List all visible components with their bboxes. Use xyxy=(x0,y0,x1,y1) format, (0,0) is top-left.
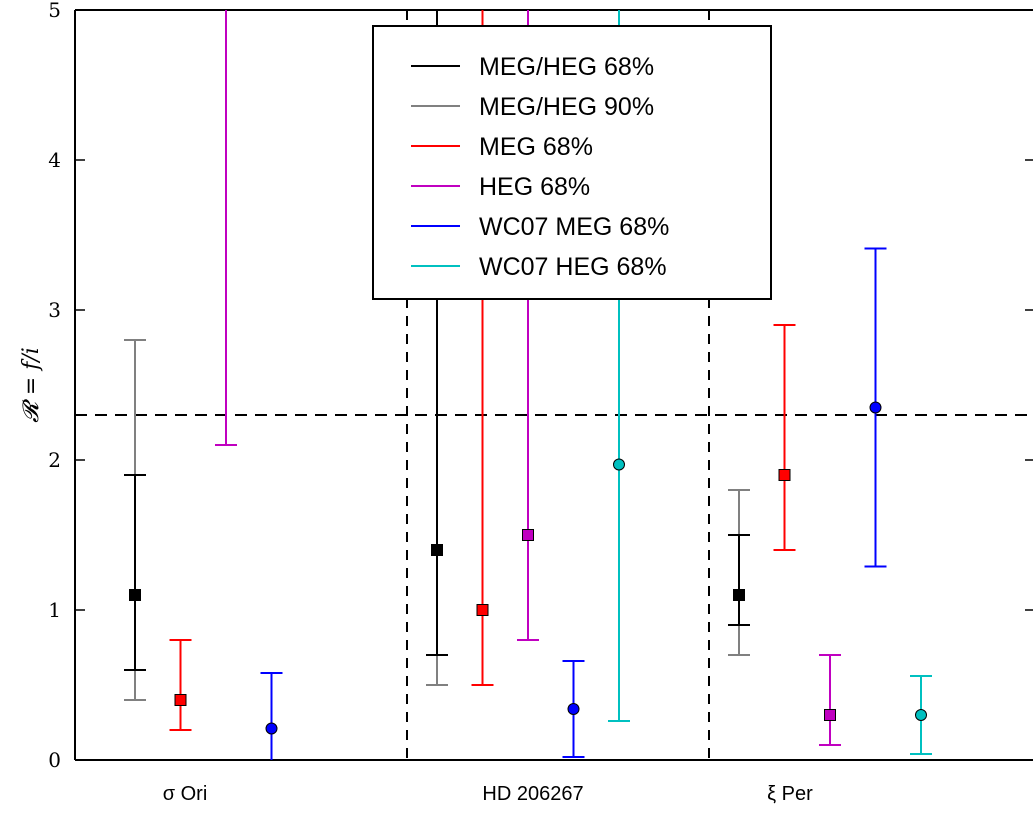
data-point xyxy=(476,604,489,616)
category-label: HD 206267 xyxy=(482,783,583,805)
legend-box xyxy=(372,25,772,300)
category-label: σ Ori xyxy=(163,783,208,805)
y-tick-label: 3 xyxy=(48,298,61,322)
y-tick-label: 2 xyxy=(48,448,61,472)
data-point xyxy=(129,589,141,601)
data-point xyxy=(567,703,580,715)
legend-label: WC07 MEG 68% xyxy=(479,213,669,241)
legend-label: WC07 HEG 68% xyxy=(479,253,667,281)
data-point xyxy=(733,589,745,601)
legend-label: HEG 68% xyxy=(479,173,590,201)
legend-label: MEG/HEG 90% xyxy=(479,93,654,121)
data-point xyxy=(522,529,534,541)
data-point xyxy=(915,709,927,721)
y-tick-label: 4 xyxy=(48,148,61,172)
data-point xyxy=(613,458,625,471)
data-point xyxy=(174,694,187,706)
data-point xyxy=(778,469,791,481)
data-point xyxy=(824,709,836,721)
data-point xyxy=(869,401,882,414)
y-axis-label: 𝓡 = f/i xyxy=(19,347,44,423)
y-tick-label: 5 xyxy=(48,0,61,22)
legend-label: MEG/HEG 68% xyxy=(479,53,654,81)
category-label: ξ Per xyxy=(767,783,813,805)
data-point xyxy=(265,722,278,735)
y-tick-label: 1 xyxy=(48,598,61,622)
legend-label: MEG 68% xyxy=(479,133,593,161)
data-point xyxy=(431,544,443,556)
y-tick-label: 0 xyxy=(48,748,61,772)
